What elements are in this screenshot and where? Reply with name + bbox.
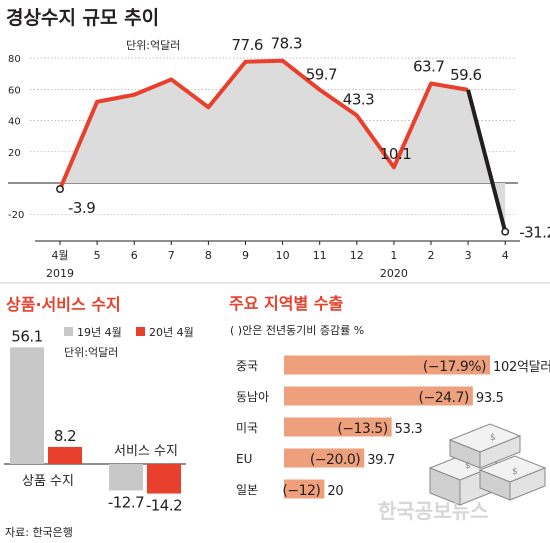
region-bar: [284, 448, 365, 468]
region-bar: [284, 417, 392, 437]
line-area: [60, 60, 506, 232]
region-label: EU: [236, 452, 252, 466]
money-stack-illustration: $ $ $: [428, 423, 547, 506]
x-tick-label: 7: [168, 249, 175, 262]
start-point-marker: [56, 185, 64, 194]
line-data-label: -31.2: [519, 224, 550, 242]
legend-swatch-2019: [64, 327, 73, 336]
x-tick-label: 8: [205, 249, 212, 262]
y-tick-label: 40: [8, 117, 21, 128]
bar-value-label: -12.7: [108, 493, 144, 511]
product-service-bars: 56.1 8.2 -12.7 -14.2 상품 수지 서비스 수지: [4, 327, 186, 515]
region-label: 중국: [236, 359, 258, 373]
y-tick-label: -20: [8, 210, 24, 221]
region-value-label: 102억달러: [493, 360, 550, 375]
region-change-label: (−17.9%): [423, 359, 486, 375]
region-bar: [284, 479, 325, 499]
source-note: 자료: 한국은행: [5, 526, 73, 539]
line-data-label: 78.3: [271, 35, 302, 53]
watermark: 한국공보뉴스: [378, 499, 488, 523]
year-label: 2020: [380, 267, 408, 280]
category-label: 서비스 수지: [114, 444, 178, 459]
x-tick-label: 12: [350, 249, 364, 262]
line-chart-unit: 단위:억달러: [126, 39, 180, 52]
region-bar: [284, 386, 473, 406]
svg-text:$: $: [465, 461, 471, 471]
region-change-label: (−24.7): [419, 390, 469, 406]
y-tick-label: 80: [8, 54, 21, 65]
line-chart-title: 경상수지 규모 추이: [6, 7, 159, 29]
y-tick-label: 20: [8, 148, 21, 159]
x-tick-label: 5: [94, 249, 101, 262]
line-data-label: 10.1: [380, 145, 411, 163]
bar-value-label: -14.2: [146, 497, 182, 515]
line-data-label: 59.6: [450, 66, 481, 84]
x-tick-label: 10: [276, 249, 290, 262]
x-tick-label: 3: [465, 249, 472, 262]
x-tick-label: 4월: [51, 249, 68, 262]
line-value-labels: -3.9 77.6 78.359.7 43.3 10.1 63.7 59.6 -31.2: [68, 35, 550, 242]
x-tick-label: 4: [502, 249, 509, 262]
region-label: 동남아: [236, 390, 269, 404]
category-label: 상품 수지: [22, 474, 74, 489]
line-series-path: [58, 58, 469, 190]
line-data-label: 63.7: [413, 58, 444, 76]
legend-label-2019: 19년 4월: [77, 326, 122, 339]
region-value-label: 20: [327, 484, 343, 499]
bar-chart-unit: 단위:억달러: [64, 346, 118, 359]
legend-swatch-2020: [136, 327, 145, 336]
x-tick-label: 9: [242, 249, 249, 262]
x-tick-label: 2: [428, 249, 435, 262]
x-tick-label: 6: [131, 249, 138, 262]
year-label: 2019: [46, 267, 74, 280]
region-change-label: (−13.5): [337, 421, 387, 437]
line-data-label: 43.3: [343, 90, 374, 108]
bar: [10, 347, 44, 464]
area-fill: [60, 60, 506, 232]
x-tick-label: 1: [390, 249, 397, 262]
region-bar: [284, 355, 491, 375]
region-value-label: 53.3: [395, 422, 423, 437]
line-data-label: 59.7: [306, 66, 337, 84]
y-tick-label: 60: [8, 85, 21, 96]
region-chart-subtitle: ( )안은 전년동기비 증감률 %: [230, 324, 364, 337]
region-chart-title: 주요 지역별 수출: [229, 294, 343, 313]
end-point-marker: [501, 227, 510, 236]
region-change-label: (−20.0): [310, 452, 360, 468]
bar: [109, 464, 143, 491]
line-data-label: -3.9: [68, 199, 95, 217]
bar: [48, 446, 82, 464]
region-value-label: 39.7: [367, 453, 395, 468]
bar-chart-title: 상품·서비스 수지: [6, 295, 121, 314]
bar-value-label: 8.2: [54, 427, 76, 445]
line-series: [56, 58, 510, 236]
region-change-label: (−12): [282, 483, 320, 499]
x-tick-label: 11: [313, 249, 327, 262]
svg-text:$: $: [490, 433, 496, 443]
bar-value-label: 56.1: [11, 327, 42, 345]
region-value-label: 93.5: [476, 391, 504, 406]
svg-text:$: $: [512, 467, 518, 477]
legend-label-2020: 20년 4월: [149, 326, 194, 339]
region-label: 미국: [236, 421, 258, 435]
line-data-label: 77.6: [232, 36, 263, 54]
region-label: 일본: [236, 483, 258, 497]
bar: [147, 464, 181, 494]
line-series-last-segment: [466, 89, 508, 233]
